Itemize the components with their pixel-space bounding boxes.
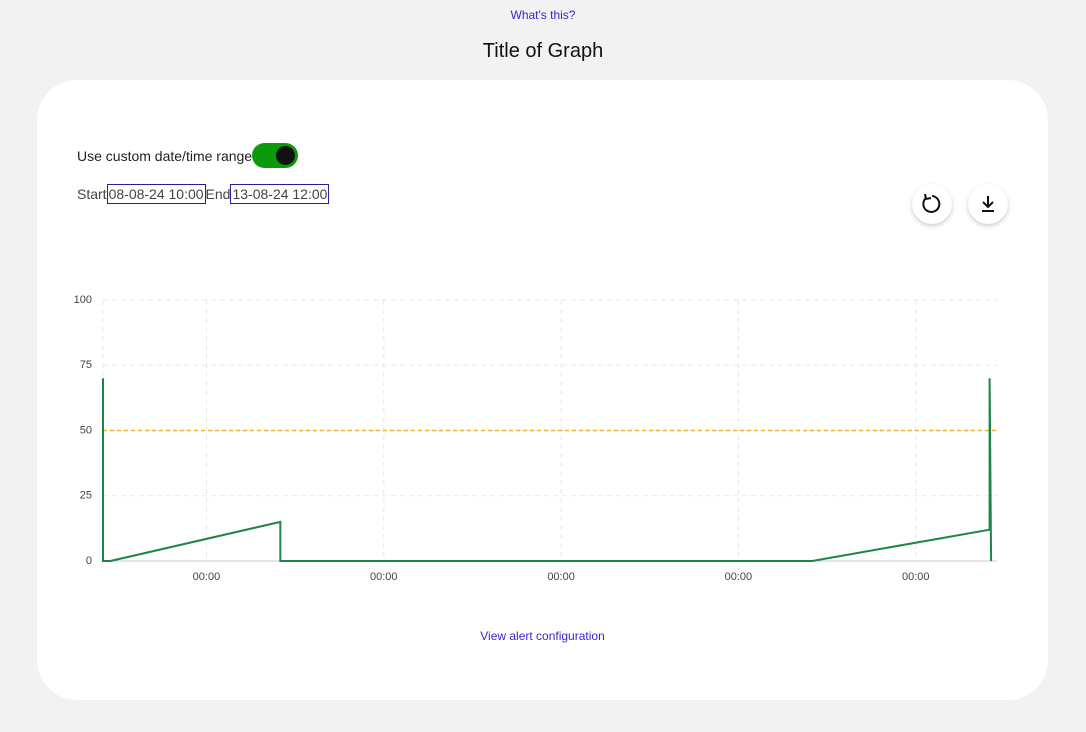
toggle-knob xyxy=(276,146,296,165)
x-tick-label: 00:00 xyxy=(902,571,930,583)
y-tick-label: 0 xyxy=(86,555,92,567)
start-label: Start xyxy=(77,186,107,202)
y-tick-label: 25 xyxy=(80,490,92,502)
y-tick-label: 100 xyxy=(74,294,92,306)
y-tick-label: 50 xyxy=(80,424,92,436)
end-label: End xyxy=(205,186,231,202)
toggle-label: Use custom date/time range xyxy=(77,147,253,164)
card: Use custom date/time range Start 08-08-2… xyxy=(37,80,1048,700)
range-row: Start 08-08-24 10:00 End 13-08-24 12:00 xyxy=(77,184,330,204)
refresh-icon xyxy=(922,193,941,213)
toggle[interactable] xyxy=(252,143,299,168)
toggle-row: Use custom date/time range xyxy=(77,143,299,168)
help-link[interactable]: What's this? xyxy=(510,8,576,22)
download-button[interactable] xyxy=(968,184,1008,224)
page-title: Title of Graph xyxy=(482,40,604,62)
refresh-button[interactable] xyxy=(912,184,952,224)
y-tick-label: 75 xyxy=(80,359,92,371)
x-tick-label: 00:00 xyxy=(370,571,398,583)
end-input[interactable]: 13-08-24 12:00 xyxy=(230,184,330,204)
x-tick-label: 00:00 xyxy=(725,571,753,583)
x-tick-label: 00:00 xyxy=(547,571,575,583)
alert-config-link[interactable]: View alert configuration xyxy=(480,629,605,643)
start-input[interactable]: 08-08-24 10:00 xyxy=(106,184,206,204)
series-line xyxy=(102,378,993,562)
download-icon xyxy=(982,196,994,212)
x-tick-label: 00:00 xyxy=(193,571,221,583)
